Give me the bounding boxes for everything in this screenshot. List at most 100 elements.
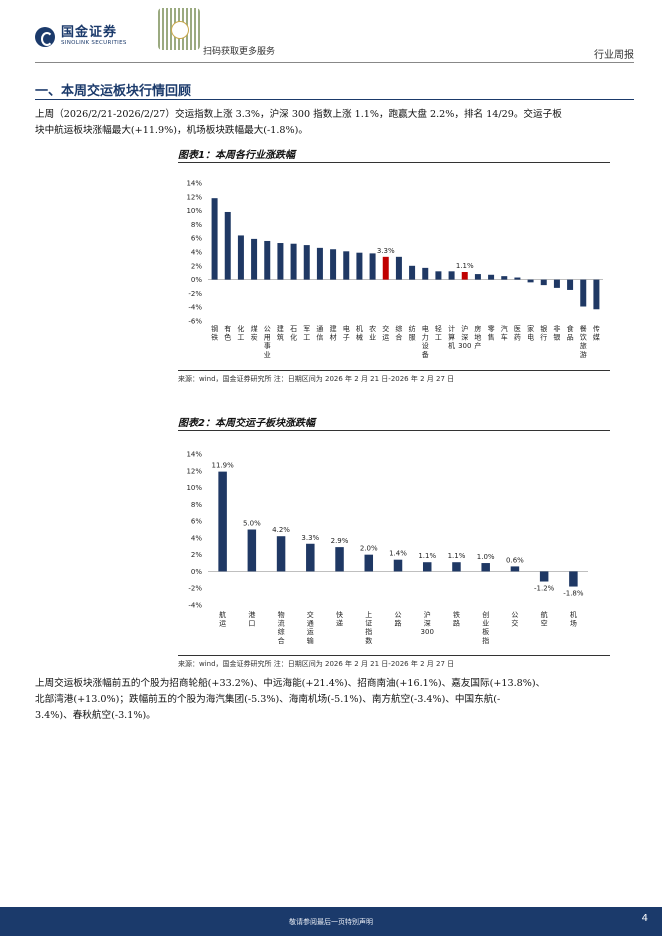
bar-2 (247, 529, 257, 572)
bar-11 (343, 251, 350, 280)
bar-4 (251, 238, 258, 280)
figure-2-top-rule (178, 430, 610, 431)
bar-3 (237, 235, 244, 280)
y-tick-label: 4% (191, 534, 202, 542)
bar-22 (488, 274, 495, 280)
category-label: 传媒 (593, 324, 600, 342)
bar-16 (409, 265, 416, 280)
category-label: 公路 (395, 611, 402, 628)
y-tick-label: -4% (188, 602, 202, 610)
bar-28 (567, 279, 574, 290)
y-tick-label: 10% (186, 207, 202, 215)
category-label: 军工 (303, 325, 310, 342)
bar-10 (481, 563, 490, 572)
page-footer (0, 907, 662, 936)
footer-disclaimer[interactable]: 敬请参阅最后一页特别声明 (289, 918, 373, 926)
y-tick-label: 4% (191, 249, 202, 257)
category-label: 农业 (369, 324, 376, 342)
page-header: 国金证券 SINOLINK SECURITIES 扫码获取更多服务 行业周报 (0, 0, 662, 66)
bar-9 (452, 562, 461, 572)
bar-5 (335, 547, 344, 572)
qr-center-badge (171, 21, 189, 39)
bar-23 (501, 276, 508, 280)
bar-30 (593, 279, 600, 310)
report-category: 行业周报 (594, 50, 634, 61)
figure-1-title: 图表1：本周各行业涨跌幅 (178, 150, 295, 161)
category-label: 银行 (540, 324, 547, 342)
data-label: 11.9% (211, 462, 234, 470)
y-tick-label: 2% (191, 551, 202, 559)
figure-1-top-rule (178, 162, 610, 163)
stocks-line-3: 3.4%)、春秋航空(-3.1%)。 (35, 710, 156, 721)
y-tick-label: 0% (191, 568, 202, 576)
intro-line-1: 上周（2026/2/21-2026/2/27）交运指数上涨 3.3%，沪深 30… (35, 109, 562, 120)
data-label: 5.0% (243, 520, 261, 528)
bar-4 (306, 543, 315, 572)
stocks-paragraph: 上周交运板块涨幅前五的个股为招商轮船(+33.2%)、中远海能(+21.4%)、… (35, 676, 631, 724)
y-tick-label: 10% (186, 484, 202, 492)
category-label: 煤炭 (251, 324, 258, 342)
y-tick-label: 0% (191, 276, 202, 284)
bar-26 (540, 279, 547, 286)
bar-12 (356, 252, 363, 280)
bar-13 (369, 253, 376, 280)
category-label: 通信 (316, 324, 323, 342)
data-label: 3.3% (377, 247, 395, 255)
data-label: 0.6% (506, 556, 524, 564)
bar-18 (435, 271, 442, 280)
intro-paragraph: 上周（2026/2/21-2026/2/27）交运指数上涨 3.3%，沪深 30… (35, 107, 631, 139)
bar-21 (474, 274, 481, 280)
logo-name-en: SINOLINK SECURITIES (61, 40, 127, 46)
category-label: 有色 (224, 324, 231, 342)
bar-8 (303, 245, 310, 280)
category-label: 零售 (488, 325, 495, 342)
category-label: 轻工 (435, 324, 442, 342)
header-divider (35, 62, 634, 63)
data-label: 2.0% (360, 545, 378, 553)
category-label: 航空 (541, 610, 548, 628)
data-label: 2.9% (331, 537, 349, 545)
bar-5 (264, 240, 271, 280)
bar-11 (510, 566, 520, 572)
company-logo: 国金证券 SINOLINK SECURITIES (35, 26, 127, 47)
bar-13 (569, 571, 578, 587)
data-label: 1.0% (477, 553, 495, 561)
data-label: 3.3% (301, 534, 319, 542)
category-label: 非银 (553, 324, 560, 342)
bar-27 (553, 279, 560, 288)
category-label: 创业板指 (482, 610, 489, 645)
data-label: -1.8% (563, 590, 584, 598)
qr-label: 扫码获取更多服务 (203, 47, 276, 57)
category-label: 建材 (330, 324, 337, 342)
logo-icon (35, 26, 55, 47)
category-label: 综合 (395, 324, 402, 342)
y-tick-label: -6% (188, 318, 202, 326)
bar-6 (277, 243, 284, 280)
category-label: 汽车 (501, 324, 508, 342)
category-label: 建筑 (277, 324, 284, 342)
logo-name-cn: 国金证券 (61, 25, 118, 40)
category-label: 化工 (237, 324, 244, 342)
category-label: 公用事业 (264, 325, 271, 359)
data-label: 1.1% (456, 262, 474, 270)
category-label: 食品 (567, 324, 574, 342)
bar-29 (580, 279, 587, 307)
bar-15 (395, 256, 402, 280)
figure-2-title: 图表2：本周交运子板块涨跌幅 (178, 418, 315, 429)
section-title: 一、本周交运板块行情回顾 (35, 84, 192, 99)
y-tick-label: 12% (186, 467, 202, 475)
y-tick-label: 14% (186, 451, 202, 459)
y-tick-label: 2% (191, 262, 202, 270)
figure-1-source: 来源：wind，国金证券研究所 注：日期区间为 2026 年 2 月 21 日-… (178, 375, 455, 383)
category-label: 物流综合 (278, 610, 285, 645)
category-label: 上证指数 (365, 610, 372, 645)
stocks-line-2: 北部湾港(+13.0%)；跌幅前五的个股为海汽集团(-5.3%)、海南机场(-5… (35, 694, 501, 705)
bar-3 (276, 536, 286, 572)
y-tick-label: -2% (188, 585, 202, 593)
y-tick-label: 8% (191, 221, 202, 229)
category-label: 医药 (514, 325, 521, 342)
category-label: 交运 (382, 324, 389, 342)
section-divider (35, 99, 634, 100)
bar-20 (461, 272, 468, 280)
y-tick-label: 12% (186, 193, 202, 201)
